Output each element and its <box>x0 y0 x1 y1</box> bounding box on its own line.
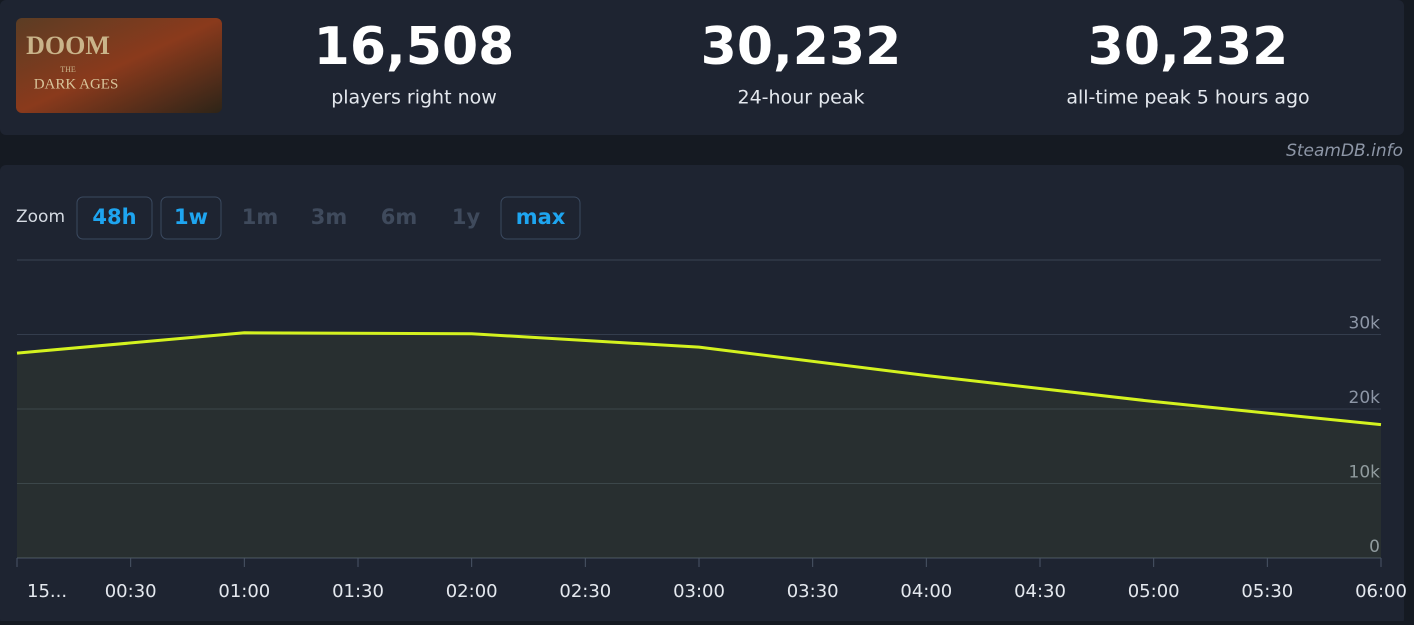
x-tick-label: 03:00 <box>673 581 725 602</box>
stat-label: all-time peak 5 hours ago <box>1066 87 1309 109</box>
stat-value: 30,232 <box>701 17 902 77</box>
zoom-button: 6m <box>381 205 418 229</box>
art-the: THE <box>60 65 76 74</box>
header-panel <box>0 0 1404 135</box>
x-tick-label: 02:30 <box>559 581 611 602</box>
zoom-button: 1m <box>242 205 279 229</box>
credit: SteamDB.info <box>1286 141 1403 161</box>
zoom-buttons: 48h 1w 1m 3m 6m 1y max <box>76 196 581 240</box>
stat-label: 24-hour peak <box>738 87 865 109</box>
stats: 16,508 players right now 30,232 24-hour pea… <box>314 17 1310 109</box>
x-tick-label: 03:30 <box>787 581 839 602</box>
zoom-button[interactable]: 48h <box>92 205 136 229</box>
stat-value: 16,508 <box>314 17 515 77</box>
x-tick-label: 02:00 <box>446 581 498 602</box>
plot: 0 10k 20k 30k 15... 00:30 01:00 01:30 02:00 02:30… <box>16 314 1407 602</box>
x-tick-label: 04:30 <box>1014 581 1066 602</box>
y-tick-label: 0 <box>1369 537 1380 557</box>
zoom-button-frame[interactable] <box>76 196 153 240</box>
x-tick-label: 15... <box>27 581 67 602</box>
x-tick-label: 06:00 <box>1355 581 1407 602</box>
art-title: DOOM <box>26 31 110 60</box>
y-tick-label: 20k <box>1349 388 1381 408</box>
x-tick-label: 05:30 <box>1241 581 1293 602</box>
y-tick-label: 30k <box>1349 314 1381 334</box>
chart-panel <box>0 165 1404 625</box>
art-subtitle: DARK AGES <box>34 76 119 92</box>
x-tick-label: 05:00 <box>1128 581 1180 602</box>
line <box>16 331 1382 427</box>
x-tick-label: 04:00 <box>900 581 952 602</box>
stat-value: 30,232 <box>1088 17 1289 77</box>
zoom-button: 3m <box>311 205 348 229</box>
zoom-button-frame[interactable] <box>160 196 222 240</box>
x-tick-label: 01:30 <box>332 581 384 602</box>
stat-label: players right now <box>331 87 497 109</box>
zoom-button[interactable]: 1w <box>174 205 208 229</box>
zoom-label: Zoom <box>16 207 65 227</box>
zoom-button: 1y <box>452 205 481 229</box>
y-tick-label: 10k <box>1349 463 1381 483</box>
x-tick-label: 01:00 <box>218 581 270 602</box>
game-art <box>16 18 222 113</box>
zoom-button-frame[interactable] <box>500 196 581 240</box>
x-tick-label: 00:30 <box>105 581 157 602</box>
zoom-button[interactable]: max <box>516 205 566 229</box>
